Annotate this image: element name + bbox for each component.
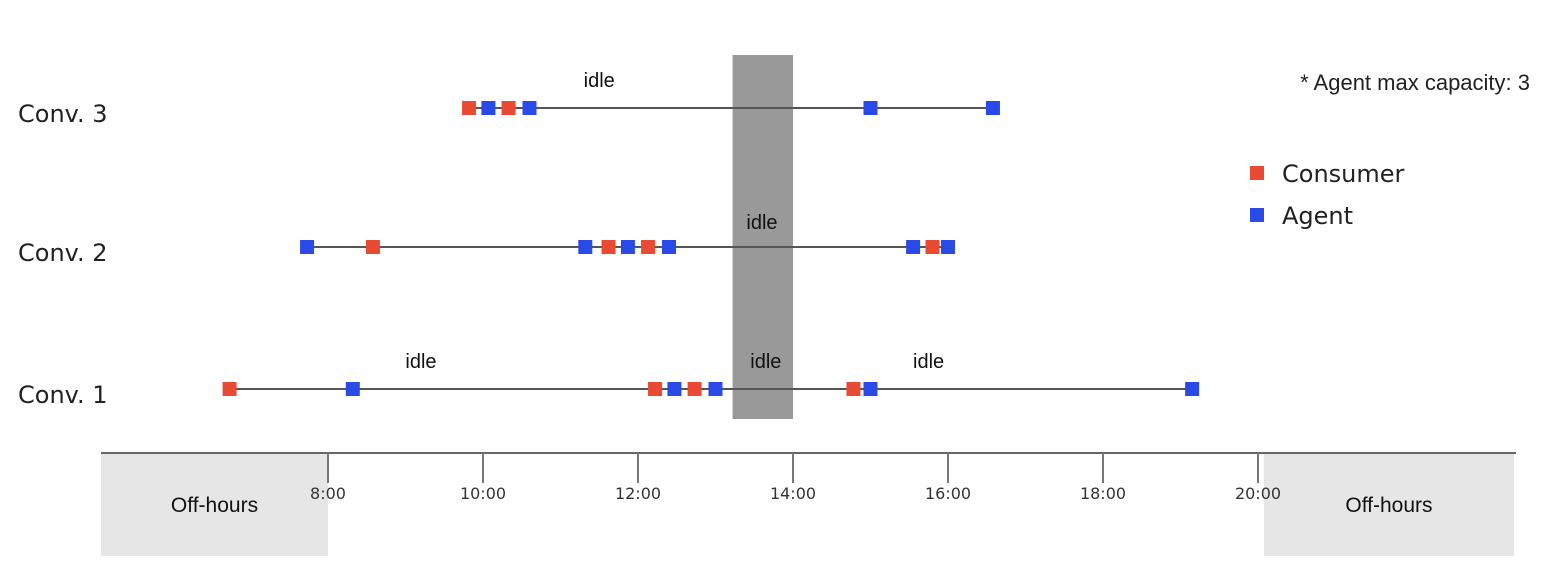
tick-label: 20:00 (1235, 484, 1281, 503)
agent-message-marker (345, 382, 360, 396)
tick-label: 12:00 (615, 484, 661, 503)
offhours-label: Off-hours (1345, 494, 1432, 517)
offhours-box (1263, 453, 1514, 556)
idle-band (732, 55, 793, 419)
conversation-rows: Conv. 3 Conv. 2 Conv. 1 (18, 100, 1200, 409)
agent-message-marker (863, 382, 878, 396)
idle-label: idle (746, 212, 777, 234)
tick-label: 14:00 (770, 484, 816, 503)
consumer-message-marker (687, 382, 702, 396)
idle-label: idle (913, 351, 944, 373)
agent-message-marker (941, 240, 955, 254)
conversation-row: Conv. 1 (18, 381, 1200, 409)
agent-message-marker (985, 101, 1000, 115)
conversation-label: Conv. 1 (18, 381, 108, 409)
legend-swatch-consumer (1250, 166, 1264, 180)
agent-message-marker (300, 240, 315, 254)
time-axis: 8:00 10:00 12:00 14:00 16:00 18:00 20:00 (101, 452, 1516, 503)
agent-message-marker (708, 382, 723, 396)
agent-message-marker (620, 240, 635, 254)
consumer-message-marker (601, 240, 616, 254)
capacity-note: * Agent max capacity: 3 (1300, 70, 1530, 95)
agent-message-marker (578, 240, 593, 254)
tick-label: 8:00 (310, 484, 346, 503)
idle-band-layer (732, 55, 793, 419)
consumer-message-marker (846, 382, 861, 396)
offhours-layer: Off-hours Off-hours (101, 453, 1514, 556)
idle-label: idle (405, 351, 436, 373)
legend-label-agent: Agent (1282, 202, 1353, 230)
tick-label: 18:00 (1080, 484, 1126, 503)
tick-label: 10:00 (460, 484, 506, 503)
agent-message-marker (667, 382, 682, 396)
agent-message-marker (863, 101, 878, 115)
conversation-label: Conv. 3 (18, 100, 108, 128)
idle-labels-layer: idle idle idle idle idle (405, 70, 944, 373)
agent-message-marker (906, 240, 921, 254)
agent-message-marker (1185, 382, 1200, 396)
agent-message-marker (662, 240, 676, 254)
consumer-message-marker (925, 240, 940, 254)
legend-label-consumer: Consumer (1282, 160, 1405, 188)
consumer-message-marker (501, 101, 516, 115)
agent-message-marker (481, 101, 496, 115)
consumer-message-marker (462, 101, 477, 115)
consumer-message-marker (222, 382, 237, 396)
consumer-message-marker (648, 382, 663, 396)
legend-swatch-agent (1250, 208, 1264, 222)
agent-message-marker (522, 101, 537, 115)
conversation-row: Conv. 3 (18, 100, 1000, 128)
consumer-message-marker (641, 240, 656, 254)
offhours-label: Off-hours (171, 494, 258, 517)
idle-label: idle (584, 70, 615, 92)
conversation-label: Conv. 2 (18, 239, 108, 267)
legend: Consumer Agent (1250, 160, 1405, 230)
conversation-row: Conv. 2 (18, 239, 955, 267)
offhours-box (101, 453, 328, 556)
consumer-message-marker (365, 240, 380, 254)
idle-label: idle (750, 351, 781, 373)
tick-label: 16:00 (925, 484, 971, 503)
